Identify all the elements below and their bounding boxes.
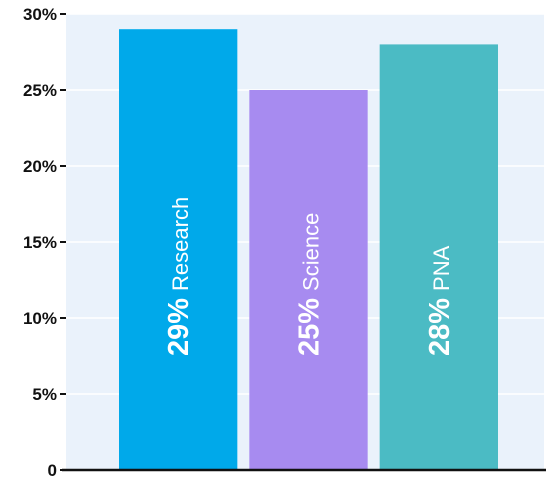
y-tick-label: 5% [32,385,57,404]
bar-label: 29% Research [163,197,195,356]
y-tick-label: 15% [23,233,57,252]
bar-value-label: 28% [424,298,456,356]
bar-research [119,29,238,470]
bar-pna [379,44,498,471]
bars [119,29,498,471]
bar-science [249,90,368,470]
bar-category-label: PNA [429,245,454,291]
bar-labels: 29% Research 25% Science 28% PNA [163,197,456,356]
bar-category-label: Research [168,197,193,291]
y-tick-label: 0 [48,461,57,477]
y-tick-label: 20% [23,157,57,176]
bar-category-label: Science [299,213,324,291]
bar-label: 28% PNA [424,245,456,356]
bar-label: 25% Science [294,213,326,356]
y-tick-label: 10% [23,309,57,328]
bar-value-label: 25% [294,298,326,356]
bar-value-label: 29% [163,298,195,356]
y-tick-label: 30% [23,5,57,24]
y-tick-label: 25% [23,81,57,100]
y-axis: 0 5% 10% 15% 20% 25% 30% [23,5,66,477]
